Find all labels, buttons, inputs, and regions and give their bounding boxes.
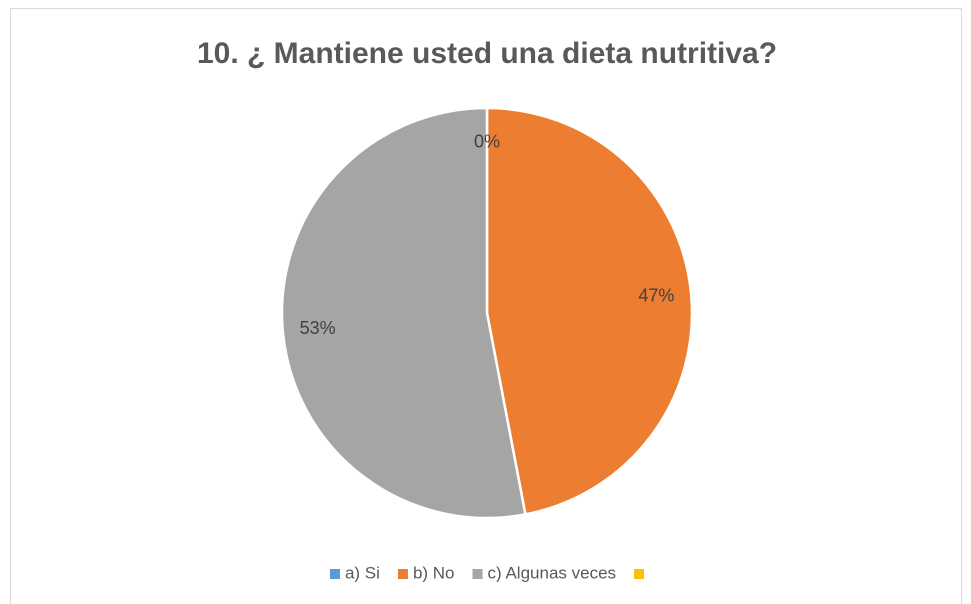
legend-label: b) No <box>413 563 455 582</box>
legend-marker <box>634 569 645 579</box>
legend-marker <box>329 569 340 579</box>
legend-marker <box>397 569 408 579</box>
data-label: 0% <box>474 132 500 152</box>
legend-label: c) Algunas veces <box>488 563 617 582</box>
data-label: 47% <box>638 286 674 306</box>
pie-slice <box>280 106 527 520</box>
legend-label: a) Si <box>345 563 380 582</box>
pie-slice <box>485 106 694 516</box>
chart-title: 10. ¿ Mantiene usted una dieta nutritiva… <box>197 37 777 70</box>
data-label: 53% <box>300 318 336 338</box>
legend-marker <box>472 569 483 579</box>
